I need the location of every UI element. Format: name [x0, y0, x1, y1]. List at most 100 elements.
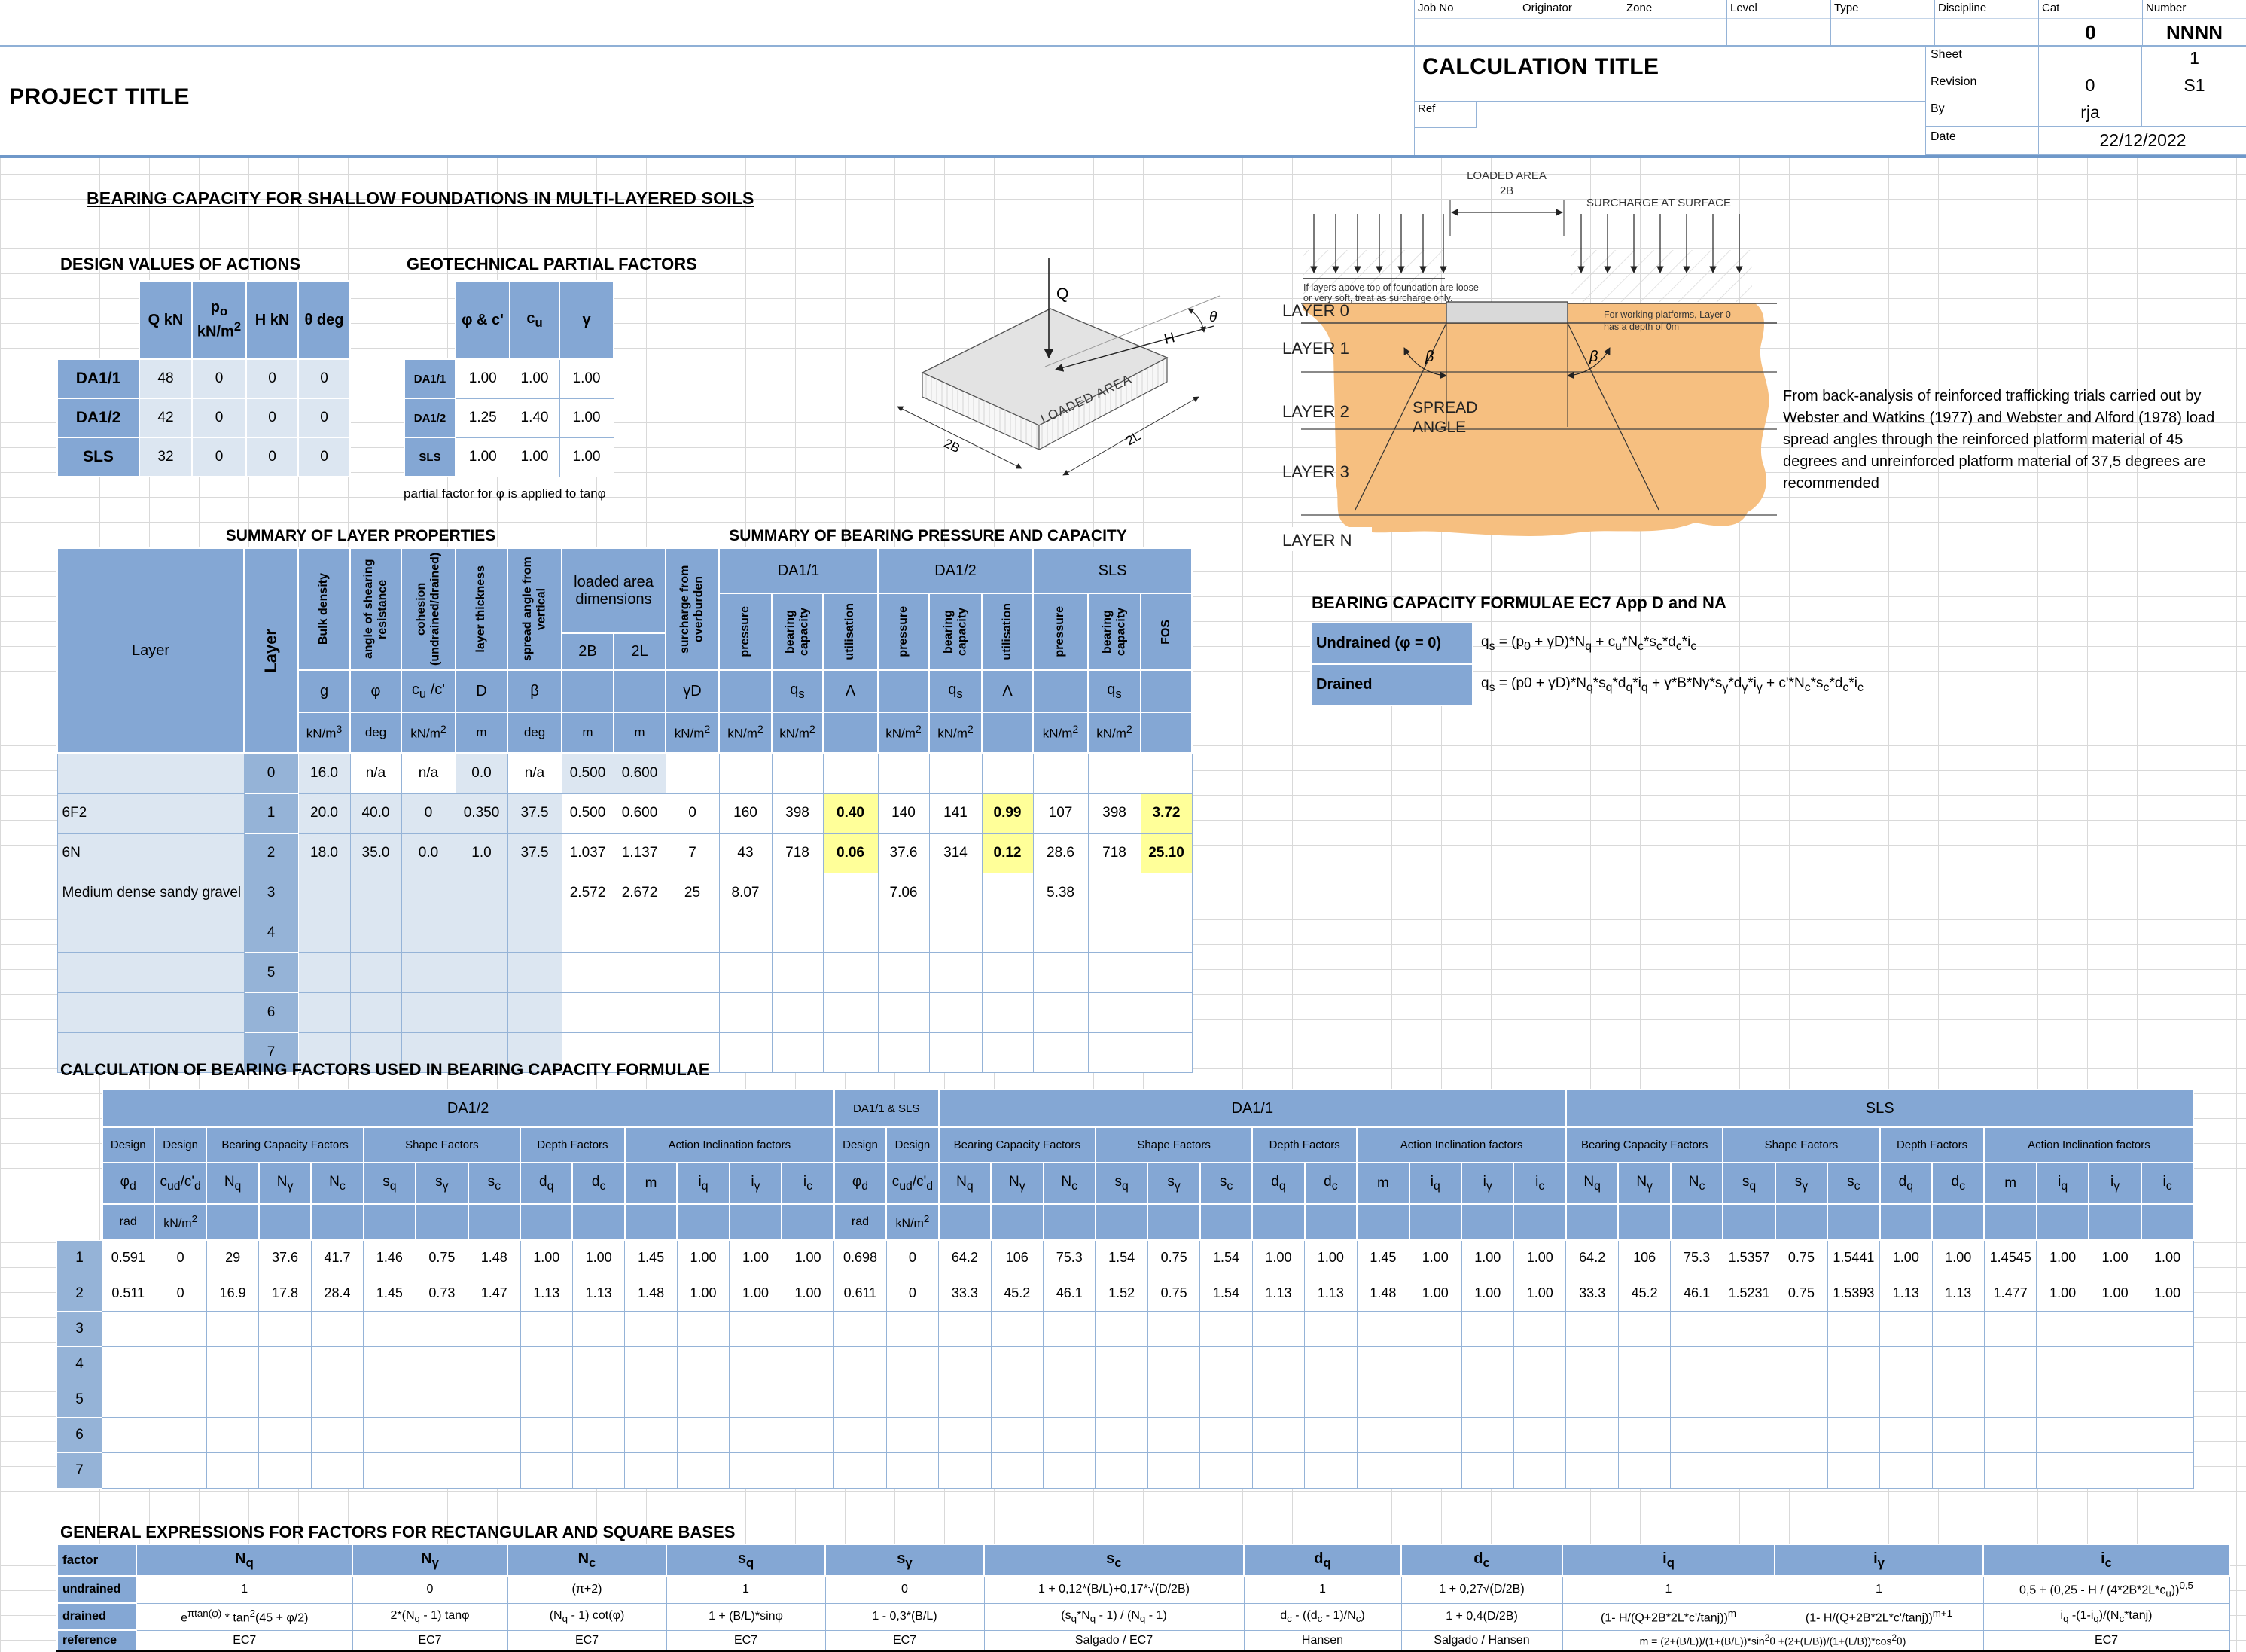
factor-cell[interactable]: [1409, 1452, 1462, 1489]
factor-cell[interactable]: 1.00: [2088, 1239, 2142, 1276]
factor-cell[interactable]: [154, 1310, 207, 1347]
layer-value-cell[interactable]: [613, 952, 666, 993]
factor-cell[interactable]: 28.4: [310, 1275, 364, 1312]
bearing-value-cell[interactable]: [877, 1032, 930, 1073]
factor-cell[interactable]: [571, 1452, 626, 1489]
factor-cell[interactable]: [363, 1452, 416, 1489]
bearing-value-cell[interactable]: [1140, 952, 1193, 993]
factor-cell[interactable]: 1.00: [729, 1275, 782, 1312]
factor-cell[interactable]: [1199, 1346, 1253, 1382]
factor-cell[interactable]: [990, 1310, 1044, 1347]
factor-cell[interactable]: 1.46: [363, 1239, 416, 1276]
factor-cell[interactable]: [310, 1452, 364, 1489]
revision-code[interactable]: S1: [2141, 72, 2246, 99]
layer-value-cell[interactable]: [507, 912, 562, 953]
factor-cell[interactable]: 1.00: [2036, 1239, 2089, 1276]
factor-cell[interactable]: 46.1: [1043, 1275, 1096, 1312]
bearing-value-cell[interactable]: [822, 952, 879, 993]
bearing-value-cell[interactable]: [877, 952, 930, 993]
factor-cell[interactable]: [1827, 1346, 1881, 1382]
bearing-value-cell[interactable]: [718, 752, 773, 794]
field-value-number[interactable]: NNNN: [2165, 21, 2223, 44]
factor-cell[interactable]: [1931, 1416, 1985, 1453]
factor-cell[interactable]: [1513, 1346, 1567, 1382]
factor-cell[interactable]: [885, 1310, 940, 1347]
factor-cell[interactable]: [1199, 1381, 1253, 1418]
factor-cell[interactable]: [1513, 1310, 1567, 1347]
factor-cell[interactable]: [1931, 1346, 1985, 1382]
value-cell[interactable]: 48: [139, 358, 193, 399]
bearing-value-cell[interactable]: 43: [718, 832, 773, 873]
bearing-value-cell[interactable]: [1140, 1032, 1193, 1073]
factor-cell[interactable]: [1931, 1310, 1985, 1347]
factor-cell[interactable]: [1304, 1381, 1358, 1418]
layer-value-cell[interactable]: [613, 912, 666, 953]
bearing-value-cell[interactable]: [1140, 872, 1193, 913]
factor-cell[interactable]: [1513, 1452, 1567, 1489]
factor-cell[interactable]: [154, 1416, 207, 1453]
factor-cell[interactable]: [885, 1346, 940, 1382]
bearing-value-cell[interactable]: [665, 992, 720, 1033]
factor-cell[interactable]: [1722, 1381, 1776, 1418]
layer-name-cell[interactable]: [56, 952, 245, 993]
bearing-value-cell[interactable]: 0.99: [981, 792, 1034, 834]
layer-value-cell[interactable]: [349, 992, 402, 1033]
factor-cell[interactable]: [258, 1310, 312, 1347]
value-cell[interactable]: 42: [139, 398, 193, 438]
factor-cell[interactable]: [885, 1381, 940, 1418]
factor-cell[interactable]: 1.13: [571, 1275, 626, 1312]
factor-cell[interactable]: [624, 1416, 678, 1453]
layer-value-cell[interactable]: [507, 872, 562, 913]
factor-cell[interactable]: [990, 1452, 1044, 1489]
bearing-value-cell[interactable]: [877, 912, 930, 953]
factor-cell[interactable]: 0.611: [833, 1275, 887, 1312]
factor-cell[interactable]: [1879, 1452, 1933, 1489]
factor-cell[interactable]: [990, 1416, 1044, 1453]
factor-cell[interactable]: 1.48: [624, 1275, 678, 1312]
factor-cell[interactable]: 1.00: [2088, 1275, 2142, 1312]
factor-cell[interactable]: 1.00: [781, 1239, 835, 1276]
bearing-value-cell[interactable]: [665, 752, 720, 794]
layer-value-cell[interactable]: [297, 952, 351, 993]
layer-value-cell[interactable]: [349, 912, 402, 953]
layer-value-cell[interactable]: [297, 992, 351, 1033]
factor-cell[interactable]: [520, 1416, 573, 1453]
factor-cell[interactable]: 0.591: [101, 1239, 155, 1276]
bearing-value-cell[interactable]: [877, 992, 930, 1033]
layer-value-cell[interactable]: [401, 992, 456, 1033]
factor-cell[interactable]: [1199, 1310, 1253, 1347]
bearing-value-cell[interactable]: [1087, 872, 1141, 913]
value-cell[interactable]: 0: [245, 358, 299, 399]
bearing-value-cell[interactable]: [822, 872, 879, 913]
factor-cell[interactable]: [101, 1346, 155, 1382]
factor-cell[interactable]: [1147, 1310, 1201, 1347]
factor-cell[interactable]: [1983, 1310, 2037, 1347]
factor-cell[interactable]: [101, 1416, 155, 1453]
bearing-value-cell[interactable]: 160: [718, 792, 773, 834]
layer-value-cell[interactable]: 35.0: [349, 832, 402, 873]
bearing-value-cell[interactable]: [1087, 752, 1141, 794]
factor-cell[interactable]: 0.698: [833, 1239, 887, 1276]
layer-value-cell[interactable]: 0.350: [455, 792, 508, 834]
layer-value-cell[interactable]: [561, 992, 614, 1033]
factor-cell[interactable]: [885, 1452, 940, 1489]
factor-cell[interactable]: 75.3: [1043, 1239, 1096, 1276]
bearing-value-cell[interactable]: [1087, 912, 1141, 953]
factor-cell[interactable]: [1043, 1310, 1096, 1347]
factor-cell[interactable]: [310, 1416, 364, 1453]
factor-cell[interactable]: 75.3: [1670, 1239, 1723, 1276]
layer-value-cell[interactable]: [401, 952, 456, 993]
sheet-blank[interactable]: [2038, 45, 2141, 72]
factor-cell[interactable]: [1670, 1310, 1723, 1347]
layer-value-cell[interactable]: [401, 872, 456, 913]
factor-cell[interactable]: 1.00: [1251, 1239, 1306, 1276]
factor-cell[interactable]: [1879, 1346, 1933, 1382]
bearing-value-cell[interactable]: [1140, 912, 1193, 953]
bearing-value-cell[interactable]: [928, 1032, 983, 1073]
layer-value-cell[interactable]: [455, 912, 508, 953]
bearing-value-cell[interactable]: [665, 952, 720, 993]
bearing-value-cell[interactable]: [928, 992, 983, 1033]
value-cell[interactable]: 0: [297, 398, 351, 438]
factor-cell[interactable]: [990, 1346, 1044, 1382]
factor-cell[interactable]: [833, 1452, 887, 1489]
